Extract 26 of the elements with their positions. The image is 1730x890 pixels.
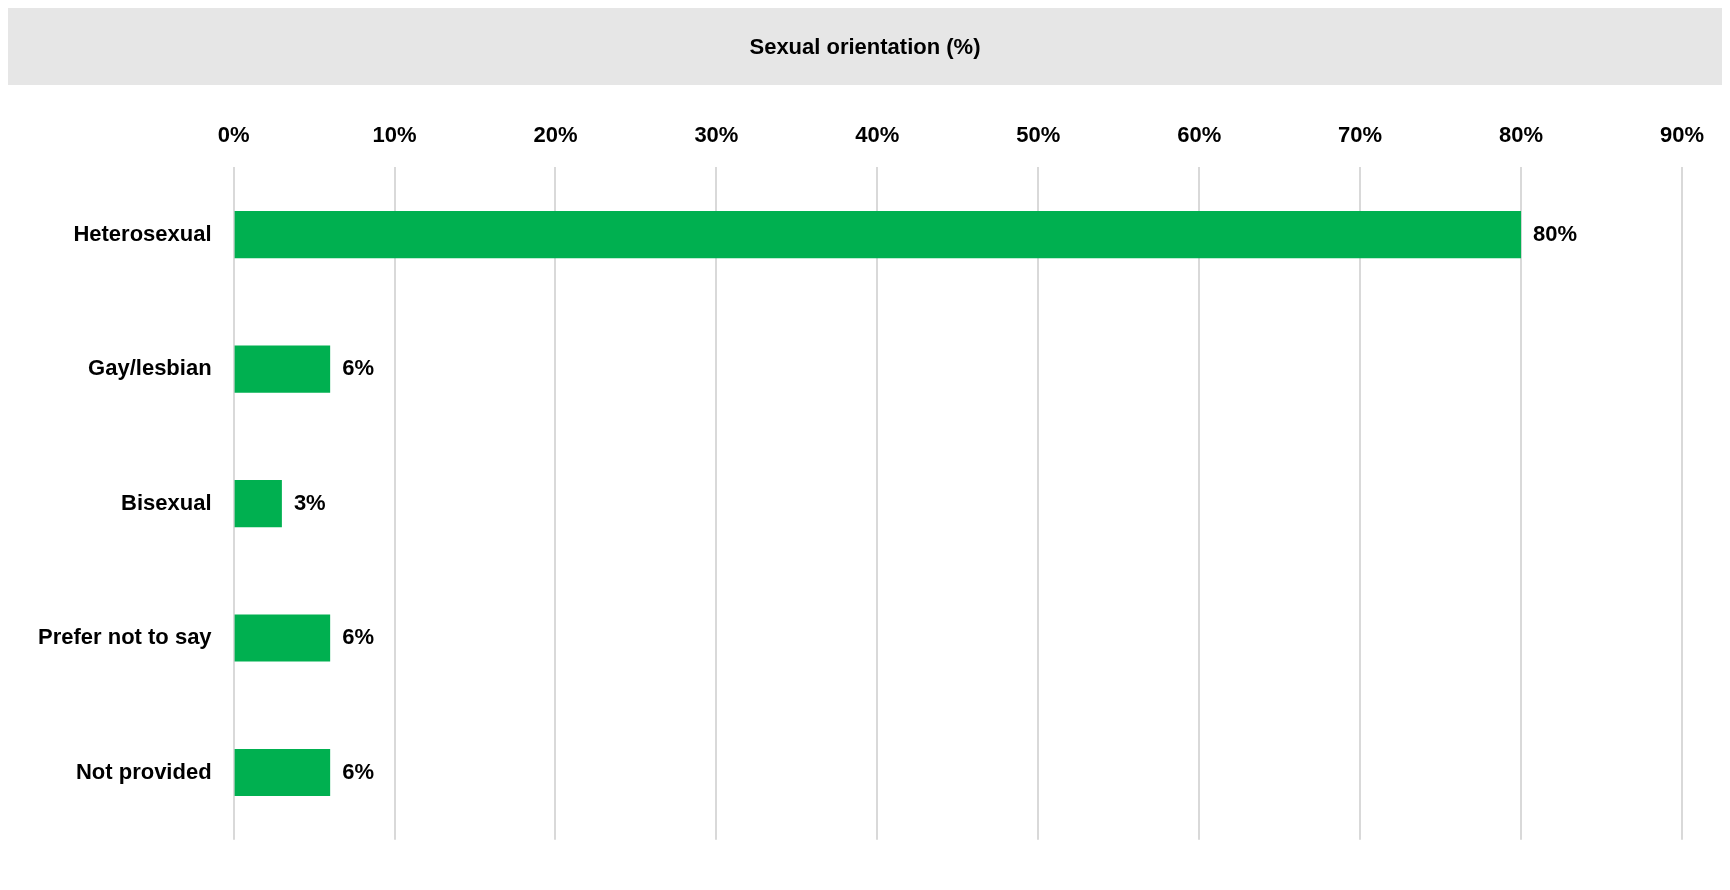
y-tick-label: Prefer not to say bbox=[38, 624, 213, 650]
bar bbox=[234, 345, 331, 393]
x-tick-label: 10% bbox=[372, 122, 417, 148]
bar bbox=[234, 480, 282, 528]
x-tick-label: 90% bbox=[1659, 122, 1705, 148]
chart-title: Sexual orientation (%) bbox=[8, 8, 1722, 85]
x-tick-label: 50% bbox=[1016, 122, 1061, 148]
bar bbox=[234, 749, 331, 797]
data-label: 3% bbox=[293, 489, 326, 515]
x-tick-label: 20% bbox=[533, 122, 578, 148]
data-label: 80% bbox=[1533, 220, 1578, 246]
data-label: 6% bbox=[342, 624, 374, 650]
x-tick-label: 0% bbox=[217, 122, 250, 148]
data-label: 6% bbox=[342, 355, 374, 381]
x-tick-label: 40% bbox=[855, 122, 900, 148]
x-tick-label: 80% bbox=[1499, 122, 1544, 148]
y-tick-label: Gay/lesbian bbox=[88, 355, 212, 381]
y-tick-label: Not provided bbox=[75, 758, 212, 784]
x-tick-label: 30% bbox=[694, 122, 739, 148]
bar bbox=[234, 211, 1522, 259]
y-tick-label: Heterosexual bbox=[73, 220, 212, 246]
data-label: 6% bbox=[342, 758, 374, 784]
y-tick-label: Bisexual bbox=[121, 489, 212, 515]
bar bbox=[234, 614, 331, 662]
x-tick-label: 70% bbox=[1338, 122, 1383, 148]
x-tick-label: 60% bbox=[1177, 122, 1222, 148]
